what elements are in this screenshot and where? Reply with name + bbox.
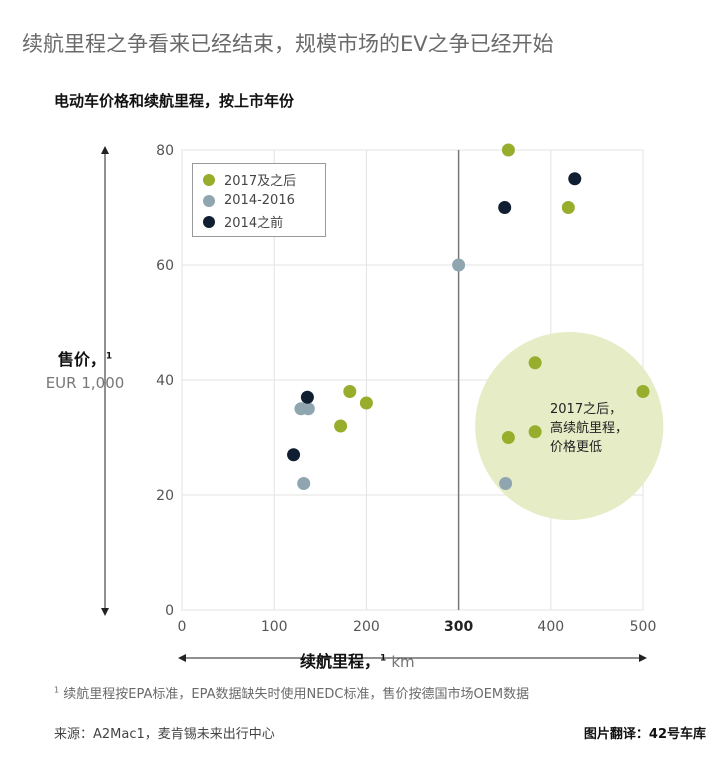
data-point — [528, 356, 542, 370]
legend-item-2017: 2017及之后 — [203, 169, 325, 190]
data-point — [561, 201, 575, 214]
chart-title: 电动车价格和续航里程，按上市年份 — [54, 92, 295, 110]
legend-dot-icon — [203, 194, 215, 207]
x-axis-footnote-mark: 1 — [380, 653, 387, 664]
y-tick-label: 20 — [156, 488, 174, 504]
legend-label: 2017及之后 — [224, 174, 297, 189]
x-tick-label: 0 — [178, 619, 187, 635]
data-points — [287, 143, 650, 490]
y-tick-label: 60 — [156, 258, 174, 274]
translation-credit: 图片翻译：42号车库 — [583, 727, 706, 742]
data-point — [300, 390, 314, 404]
legend-item-2014-2016: 2014-2016 — [203, 190, 325, 211]
x-tick-label: 400 — [537, 619, 564, 635]
y-axis-unit: EUR 1,000 — [45, 374, 125, 392]
y-tick-label: 80 — [156, 143, 174, 159]
legend-label: 2014之前 — [224, 216, 284, 231]
x-axis-label: 续航里程，1 km — [300, 648, 540, 672]
y-tick-label: 40 — [156, 373, 174, 389]
x-axis-title: 续航里程， — [300, 652, 381, 671]
data-point — [636, 385, 650, 398]
y-axis-footnote-mark: 1 — [105, 351, 113, 362]
highlight-annotation: 2017之后， 高续航里程， 价格更低 — [550, 400, 628, 457]
footnote-mark: 1 — [54, 685, 60, 695]
source-note: 来源：A2Mac1，麦肯锡未来出行中心 — [54, 727, 275, 742]
annotation-line: 价格更低 — [550, 440, 603, 455]
data-point — [359, 396, 373, 410]
footnote: 1 续航里程按EPA标准，EPA数据缺失时使用NEDC标准，售价按德国市场OEM… — [54, 683, 529, 702]
y-axis-title: 售价， — [57, 350, 106, 369]
annotation-line: 高续航里程， — [550, 421, 629, 436]
x-tick-label: 300 — [444, 619, 473, 635]
x-tick-label: 500 — [630, 619, 657, 635]
data-point — [343, 385, 357, 398]
data-point — [297, 477, 311, 490]
headline: 续航里程之争看来已经结束，规模市场的EV之争已经开始 — [22, 32, 554, 56]
data-point — [334, 419, 348, 433]
data-point — [501, 143, 515, 157]
data-point — [528, 425, 542, 439]
annotation-line: 2017之后， — [550, 402, 623, 417]
legend-item-before-2014: 2014之前 — [203, 211, 325, 232]
data-point — [568, 172, 582, 186]
x-axis-unit: km — [391, 653, 415, 671]
data-point — [452, 258, 466, 272]
legend-label: 2014-2016 — [224, 193, 295, 208]
data-point — [499, 477, 513, 490]
highlight-circle — [475, 331, 664, 521]
legend-dot-icon — [203, 173, 215, 186]
data-point — [498, 201, 512, 214]
data-point — [301, 402, 315, 416]
x-tick-label: 100 — [261, 619, 288, 635]
chart-legend: 2017及之后 2014-2016 2014之前 — [192, 163, 326, 237]
y-axis-label: 售价，1 EUR 1,000 — [30, 346, 140, 392]
footnote-text: 续航里程按EPA标准，EPA数据缺失时使用NEDC标准，售价按德国市场OEM数据 — [63, 687, 530, 702]
data-point — [287, 448, 301, 462]
legend-dot-icon — [203, 215, 215, 228]
data-point — [501, 431, 515, 444]
y-tick-label: 0 — [165, 603, 174, 619]
x-tick-label: 200 — [353, 619, 380, 635]
tick-labels: 0 100 200 300 400 500 0 20 40 60 80 — [156, 143, 656, 635]
